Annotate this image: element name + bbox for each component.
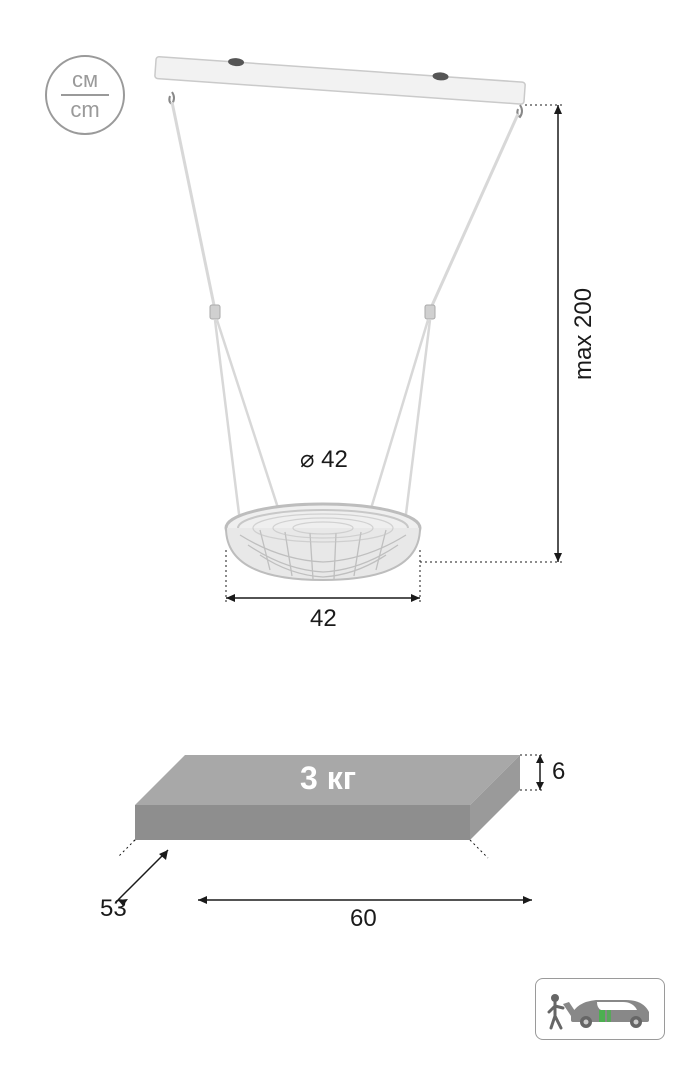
car-fit-icon [541, 984, 659, 1034]
unit-badge: см cm [45, 55, 125, 135]
package-width-label: 60 [350, 905, 377, 933]
package-diagram: 3 кг 53 60 6 [100, 700, 600, 950]
package-height-label: 6 [552, 758, 565, 786]
swing-diameter-label: ⌀ 42 [300, 445, 348, 474]
swing-basket [226, 504, 420, 580]
car-fit-badge [535, 978, 665, 1040]
swing-height-label: max 200 [570, 288, 598, 380]
swing-width-label: 42 [310, 605, 337, 633]
unit-bottom: cm [70, 98, 99, 122]
swing-svg [120, 50, 640, 610]
unit-top: см [72, 68, 98, 92]
unit-divider [61, 94, 109, 96]
package-weight-label: 3 кг [300, 760, 356, 797]
swing-diagram: ⌀ 42 42 max 200 [120, 50, 640, 610]
package-depth-label: 53 [100, 895, 127, 923]
